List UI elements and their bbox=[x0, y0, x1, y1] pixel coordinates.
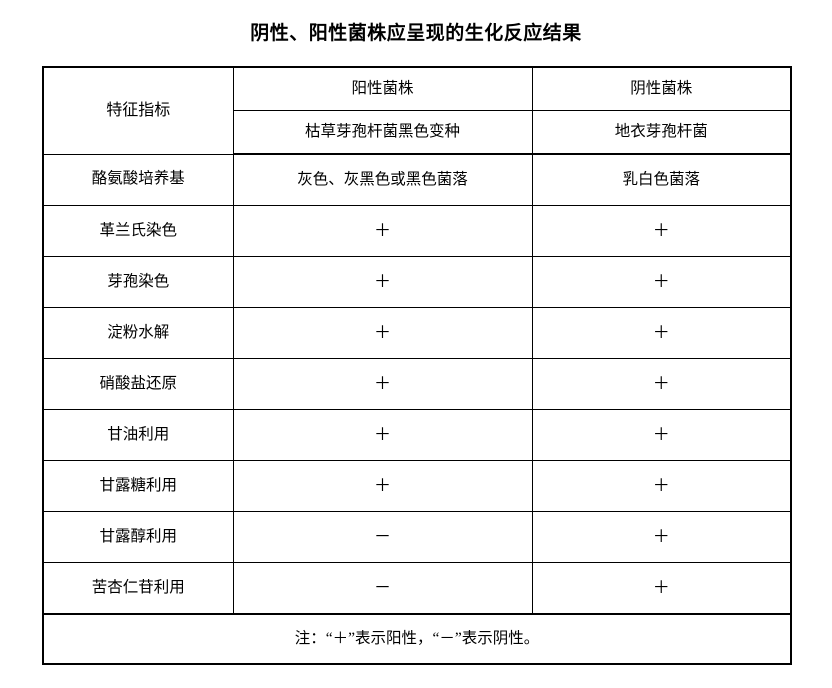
row-positive-value: － bbox=[232, 511, 533, 563]
row-positive-value: ＋ bbox=[232, 256, 533, 308]
row-feature: 酪氨酸培养基 bbox=[42, 153, 234, 206]
header-feature-label: 特征指标 bbox=[42, 66, 234, 155]
row-feature: 甘油利用 bbox=[42, 409, 234, 461]
table-row: 淀粉水解 ＋ ＋ bbox=[42, 307, 792, 359]
row-negative-value: ＋ bbox=[531, 511, 792, 563]
header-row-group: 特征指标 阳性菌株 阴性菌株 bbox=[42, 66, 792, 155]
table-row: 革兰氏染色 ＋ ＋ bbox=[42, 205, 792, 257]
row-feature: 革兰氏染色 bbox=[42, 205, 234, 257]
row-positive-value: ＋ bbox=[232, 409, 533, 461]
row-positive-value: ＋ bbox=[232, 460, 533, 512]
row-negative-value: ＋ bbox=[531, 460, 792, 512]
table-note: 注：“＋”表示阳性，“－”表示阴性。 bbox=[42, 613, 792, 665]
header-positive-species: 枯草芽孢杆菌黑色变种 bbox=[232, 110, 533, 155]
row-feature: 甘露糖利用 bbox=[42, 460, 234, 512]
row-feature: 苦杏仁苷利用 bbox=[42, 562, 234, 615]
biochemical-reaction-table: 特征指标 阳性菌株 阴性菌株 枯草芽孢杆菌黑色变种 地衣芽孢杆菌 酪氨酸培养基 … bbox=[42, 66, 792, 665]
table-row: 甘油利用 ＋ ＋ bbox=[42, 409, 792, 461]
page-title: 阴性、阳性菌株应呈现的生化反应结果 bbox=[250, 23, 582, 44]
row-positive-value: － bbox=[232, 562, 533, 615]
table-body: 特征指标 阳性菌株 阴性菌株 枯草芽孢杆菌黑色变种 地衣芽孢杆菌 酪氨酸培养基 … bbox=[42, 66, 792, 665]
table-note-row: 注：“＋”表示阳性，“－”表示阴性。 bbox=[42, 613, 792, 665]
table-row: 甘露醇利用 － ＋ bbox=[42, 511, 792, 563]
header-negative-group: 阴性菌株 bbox=[531, 66, 792, 111]
row-positive-value: 灰色、灰黑色或黑色菌落 bbox=[232, 153, 533, 206]
row-negative-value: ＋ bbox=[531, 205, 792, 257]
row-negative-value: ＋ bbox=[531, 358, 792, 410]
table-row: 芽孢染色 ＋ ＋ bbox=[42, 256, 792, 308]
header-row-species: 枯草芽孢杆菌黑色变种 地衣芽孢杆菌 bbox=[43, 110, 792, 155]
row-negative-value: ＋ bbox=[531, 307, 792, 359]
row-positive-value: ＋ bbox=[232, 307, 533, 359]
table-row: 苦杏仁苷利用 － ＋ bbox=[42, 562, 792, 615]
row-feature: 芽孢染色 bbox=[42, 256, 234, 308]
row-negative-value: ＋ bbox=[531, 409, 792, 461]
header-negative-species: 地衣芽孢杆菌 bbox=[531, 110, 792, 155]
table-row: 酪氨酸培养基 灰色、灰黑色或黑色菌落 乳白色菌落 bbox=[42, 153, 792, 206]
header-positive-group: 阳性菌株 bbox=[232, 66, 533, 111]
row-negative-value: ＋ bbox=[531, 256, 792, 308]
row-negative-value: 乳白色菌落 bbox=[531, 153, 792, 206]
row-feature: 硝酸盐还原 bbox=[42, 358, 234, 410]
row-feature: 淀粉水解 bbox=[42, 307, 234, 359]
table-row: 硝酸盐还原 ＋ ＋ bbox=[42, 358, 792, 410]
row-positive-value: ＋ bbox=[232, 358, 533, 410]
row-negative-value: ＋ bbox=[531, 562, 792, 615]
biochemical-reaction-table-wrapper: 特征指标 阳性菌株 阴性菌株 枯草芽孢杆菌黑色变种 地衣芽孢杆菌 酪氨酸培养基 … bbox=[42, 66, 792, 665]
row-positive-value: ＋ bbox=[232, 205, 533, 257]
table-row: 甘露糖利用 ＋ ＋ bbox=[42, 460, 792, 512]
row-feature: 甘露醇利用 bbox=[42, 511, 234, 563]
